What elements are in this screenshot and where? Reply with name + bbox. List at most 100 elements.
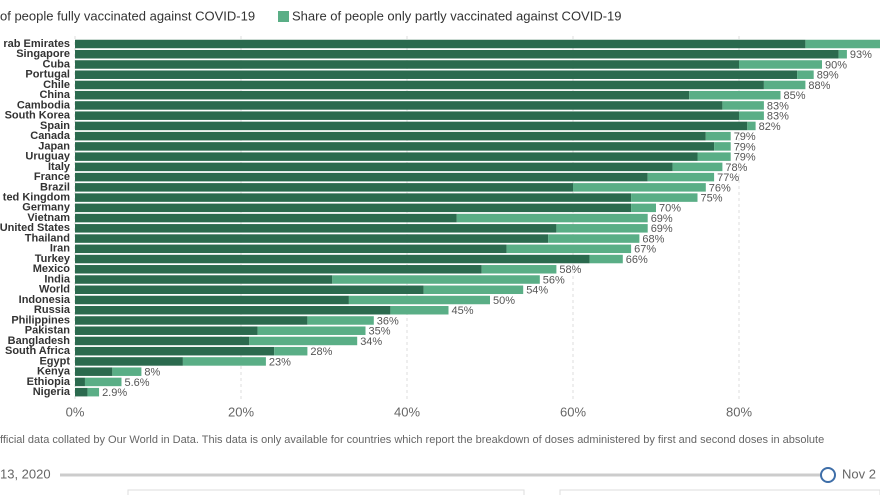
bar-segment <box>75 285 424 295</box>
bar-segment <box>75 49 839 59</box>
bar-segment <box>423 285 524 295</box>
category-label: Philippines <box>11 314 70 326</box>
category-label: France <box>34 171 70 183</box>
total-label: 85% <box>784 90 806 102</box>
category-label: Spain <box>40 120 70 132</box>
category-label: Mexico <box>33 263 71 275</box>
total-label: 79% <box>734 131 756 143</box>
x-tick-label: 60% <box>560 404 586 419</box>
bar-segment <box>75 111 739 120</box>
timeline-handle[interactable] <box>820 467 836 483</box>
bar-segment <box>75 387 88 397</box>
bar-segment <box>348 295 490 305</box>
total-label: 90% <box>825 59 847 71</box>
bar-segment <box>75 295 349 305</box>
bar-segment <box>631 193 698 202</box>
category-label: Kenya <box>37 366 71 378</box>
category-label: India <box>44 273 71 285</box>
total-label: 77% <box>717 172 739 184</box>
footnote: fficial data collated by Our World in Da… <box>0 434 824 446</box>
total-label: 76% <box>709 182 731 194</box>
bar-segment <box>556 224 648 233</box>
bar-segment <box>763 80 806 90</box>
category-label: Egypt <box>39 355 70 367</box>
category-label: Bangladesh <box>8 335 71 347</box>
total-label: 23% <box>269 356 291 368</box>
bar-segment <box>112 367 142 376</box>
bar-segment <box>75 193 632 202</box>
total-label: 45% <box>452 305 474 317</box>
category-label: Brazil <box>40 181 70 193</box>
category-label: Singapore <box>16 48 70 60</box>
bar-segment <box>75 60 739 69</box>
bar-segment <box>838 49 847 59</box>
category-label: Japan <box>38 140 70 152</box>
bar-segment <box>75 357 183 366</box>
total-label: 58% <box>559 264 581 276</box>
x-tick-label: 80% <box>726 404 752 419</box>
total-label: 8% <box>144 367 160 379</box>
category-label: Chile <box>43 79 70 91</box>
bar-segment <box>75 162 673 172</box>
bar-segment <box>75 131 706 141</box>
x-tick-label: 0% <box>66 404 85 419</box>
bar-segment <box>390 305 449 315</box>
total-label: 2.9% <box>102 387 127 399</box>
total-label: 28% <box>310 346 332 358</box>
bar-segment <box>797 70 814 79</box>
bar-segment <box>75 316 308 325</box>
category-label: Vietnam <box>27 212 70 224</box>
total-label: 34% <box>360 336 382 348</box>
category-label: Pakistan <box>25 325 71 337</box>
timeline-start: 13, 2020 <box>0 466 51 481</box>
bar-segment <box>87 387 100 397</box>
category-label: South Korea <box>5 110 71 122</box>
bar-segment <box>75 203 632 213</box>
category-label: rab Emirates <box>3 38 70 50</box>
bar-segment <box>697 152 731 161</box>
bar-segment <box>75 101 723 110</box>
category-label: Cuba <box>43 58 71 70</box>
bar-segment <box>647 172 715 182</box>
bar-segment <box>75 90 690 100</box>
bar-segment <box>332 275 540 284</box>
bar-segment <box>75 39 806 49</box>
category-label: Turkey <box>35 253 71 265</box>
bar-segment <box>506 244 632 254</box>
bar-segment <box>75 254 590 264</box>
category-label: Nigeria <box>33 386 71 398</box>
table-tab[interactable] <box>559 489 880 495</box>
category-label: South Africa <box>5 345 71 357</box>
bar-segment <box>75 336 250 346</box>
bar-segment <box>75 234 549 243</box>
total-label: 36% <box>377 315 399 327</box>
legend-label: Share of people only partly vaccinated a… <box>292 8 622 23</box>
bar-segment <box>75 377 85 387</box>
table-tab[interactable] <box>127 489 525 495</box>
bar-segment <box>84 377 122 387</box>
legend-swatch <box>278 11 289 22</box>
total-label: 79% <box>734 152 756 164</box>
bar-segment <box>75 326 258 335</box>
timeline-end: Nov 2 <box>842 466 876 481</box>
bar-segment <box>257 326 366 335</box>
total-label: 93% <box>850 49 872 61</box>
category-label: Italy <box>48 161 71 173</box>
category-label: China <box>39 89 70 101</box>
bar-segment <box>75 172 648 182</box>
total-label: 69% <box>651 223 673 235</box>
bar-segment <box>573 183 706 192</box>
bar-segment <box>75 265 482 274</box>
total-label: 5.6% <box>124 377 149 389</box>
bar-segment <box>548 234 640 243</box>
bar-segment <box>456 213 648 223</box>
bar-segment <box>75 275 333 284</box>
bar-segment <box>689 90 781 100</box>
total-label: 89% <box>817 70 839 82</box>
category-label: Portugal <box>25 69 70 81</box>
bar-segment <box>75 142 715 151</box>
bar-segment <box>672 162 723 172</box>
total-label: 83% <box>767 111 789 123</box>
total-label: 54% <box>526 285 548 297</box>
